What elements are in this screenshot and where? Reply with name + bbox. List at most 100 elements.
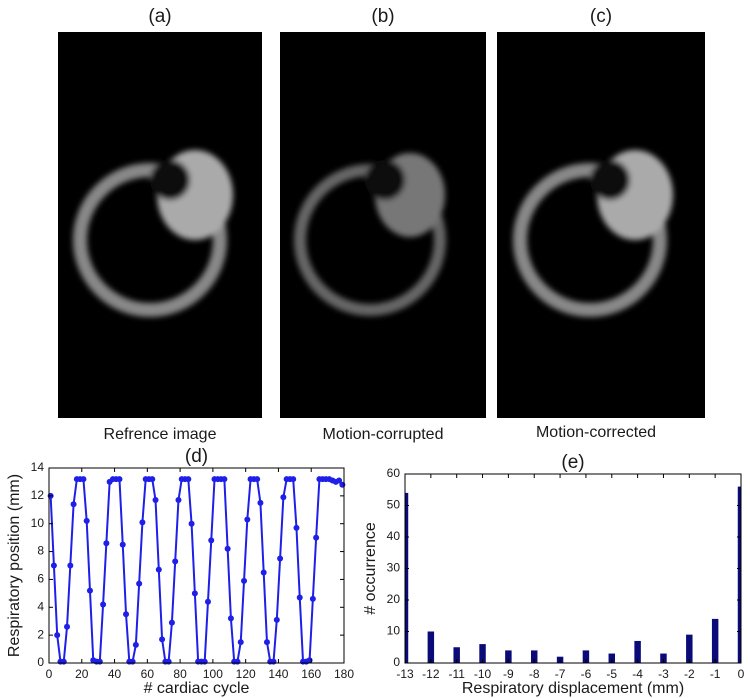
x-tick-label: 160 [301, 667, 321, 681]
data-point [155, 566, 162, 573]
data-point [263, 639, 270, 646]
chart-title: (d) [185, 446, 208, 467]
data-point [260, 569, 267, 576]
bar [634, 640, 641, 663]
data-point [116, 476, 123, 483]
y-tick-label: 12 [31, 488, 45, 502]
bar [505, 650, 512, 663]
x-tick-label: 140 [268, 667, 288, 681]
x-tick-label: -7 [555, 667, 566, 681]
data-point [241, 577, 248, 584]
data-point [129, 658, 136, 665]
x-tick-label: 0 [738, 667, 745, 681]
x-tick-label: 120 [236, 667, 256, 681]
data-point [175, 497, 182, 504]
y-tick-label: 10 [387, 624, 401, 638]
y-axis-label: # occurrence [362, 522, 379, 615]
y-tick-label: 8 [37, 544, 44, 558]
data-point [83, 517, 90, 524]
x-tick-label: -6 [581, 667, 592, 681]
bar [531, 650, 538, 663]
data-point [204, 598, 211, 605]
data-point [60, 658, 67, 665]
y-tick-label: 0 [393, 655, 400, 669]
x-tick-label: -1 [710, 667, 721, 681]
data-point [270, 658, 277, 665]
data-point [86, 587, 93, 594]
data-point [152, 497, 159, 504]
mri-image [58, 32, 262, 418]
panel-caption: Motion-corrupted [323, 426, 444, 443]
panel-label: (a) [148, 6, 171, 27]
axes-box [48, 467, 345, 664]
bar [608, 653, 615, 663]
data-point [227, 615, 234, 622]
data-point [139, 519, 146, 526]
data-point [290, 476, 297, 483]
bar [453, 647, 460, 663]
x-tick-label: -13 [396, 667, 414, 681]
data-point [54, 632, 61, 639]
x-axis-label: # cardiac cycle [144, 680, 250, 697]
data-point [100, 601, 107, 608]
data-point [208, 537, 215, 544]
data-point [149, 476, 156, 483]
y-tick-label: 0 [37, 655, 44, 669]
bar [582, 650, 590, 663]
x-axis-label: Respiratory displacement (mm) [462, 680, 684, 697]
data-point [309, 595, 316, 602]
x-tick-label: 80 [173, 667, 187, 681]
x-tick-label: 20 [75, 667, 89, 681]
y-tick-label: 6 [37, 572, 44, 586]
x-tick-label: -5 [606, 667, 617, 681]
x-tick-label: 40 [108, 667, 122, 681]
data-point [224, 545, 231, 552]
data-point [280, 494, 287, 501]
panel-label: (c) [590, 6, 612, 27]
x-tick-label: -2 [684, 667, 695, 681]
data-line [49, 478, 344, 663]
y-tick-label: 10 [31, 516, 45, 530]
y-axis-label: Respiratory position (mm) [6, 474, 23, 657]
data-point [277, 555, 284, 562]
bar [479, 644, 486, 663]
data-point [296, 594, 303, 601]
data-point [136, 580, 143, 587]
y-tick-label: 30 [387, 561, 401, 575]
y-tick-label: 14 [31, 460, 45, 474]
x-tick-label: -8 [529, 667, 540, 681]
data-point [201, 658, 208, 665]
x-tick-label: 100 [203, 667, 223, 681]
data-point [336, 477, 343, 484]
data-point [159, 636, 166, 643]
bar [737, 486, 741, 663]
mri-image [497, 32, 705, 418]
data-point [172, 558, 179, 565]
data-point [185, 476, 192, 483]
data-point [191, 590, 198, 597]
panel-caption: Motion-corrected [536, 424, 656, 441]
data-point [123, 611, 130, 618]
data-point [313, 534, 320, 541]
x-tick-label: -12 [422, 667, 440, 681]
data-point [165, 658, 172, 665]
bar [405, 492, 409, 663]
data-point [70, 501, 77, 508]
y-tick-label: 50 [387, 498, 401, 512]
x-tick-label: 0 [46, 667, 53, 681]
data-point [273, 616, 280, 623]
bar [686, 634, 693, 663]
x-tick-label: -4 [632, 667, 643, 681]
data-point [234, 658, 241, 665]
plot-area [405, 486, 741, 663]
data-point [257, 499, 264, 506]
data-point [132, 641, 139, 648]
y-tick-label: 60 [387, 466, 401, 480]
x-tick-label: -11 [448, 667, 465, 681]
chart-title: (e) [561, 452, 584, 473]
data-point [80, 476, 87, 483]
data-point [168, 619, 175, 626]
plot-area [47, 476, 346, 665]
data-point [244, 516, 251, 523]
